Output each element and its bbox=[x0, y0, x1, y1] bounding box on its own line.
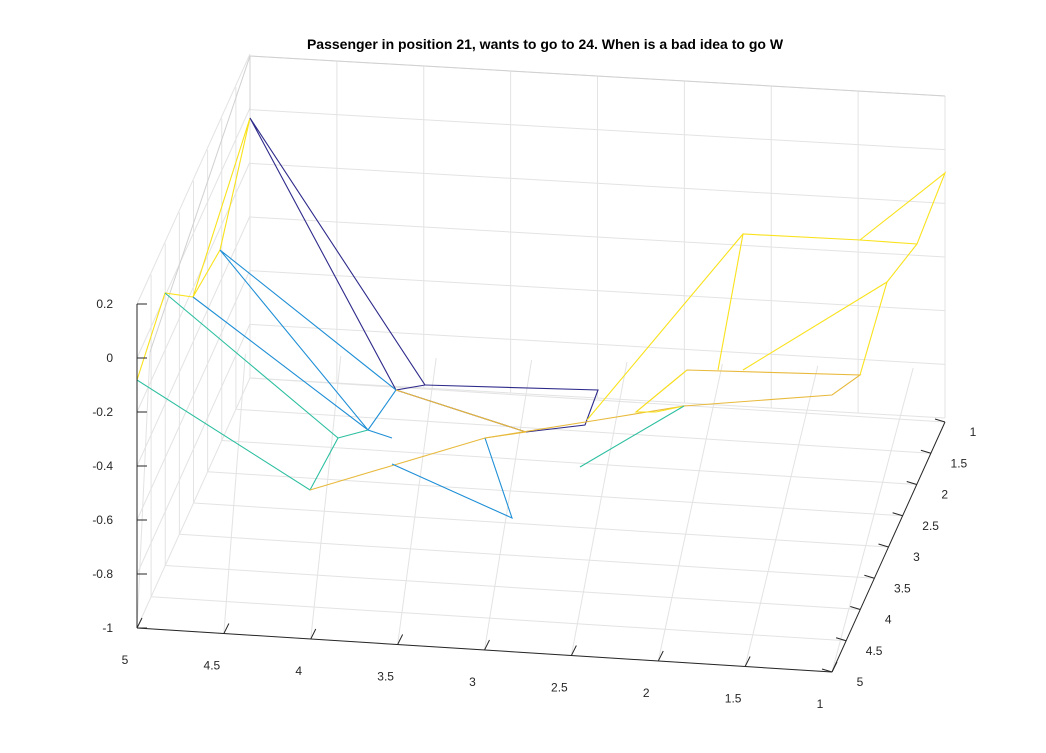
grid-line bbox=[310, 355, 342, 640]
surface-mesh bbox=[136, 117, 947, 520]
grid-line bbox=[249, 377, 946, 423]
axes bbox=[136, 304, 946, 673]
chart-title: Passenger in position 21, wants to go to… bbox=[307, 36, 784, 52]
y-tick-label: 1.5 bbox=[951, 456, 968, 470]
grid-line bbox=[657, 363, 723, 662]
y-ticks: 1 1.5 2 2.5 3 3.5 4 4.5 5 bbox=[821, 418, 977, 689]
grid-lines bbox=[136, 53, 946, 673]
mesh-line bbox=[249, 117, 426, 391]
y-tick-mark bbox=[892, 512, 903, 517]
x-tick-label: 3 bbox=[469, 675, 476, 689]
z-tick-label: -0.6 bbox=[92, 513, 113, 527]
y-tick-label: 3.5 bbox=[894, 581, 911, 595]
y-tick-label: 3 bbox=[913, 550, 920, 564]
y-tick-label: 2 bbox=[941, 488, 948, 502]
y-tick-label: 2.5 bbox=[922, 519, 939, 533]
grid-line bbox=[235, 408, 931, 454]
grid-line bbox=[136, 351, 151, 629]
mesh-line bbox=[395, 389, 527, 439]
x-tick-mark bbox=[831, 661, 838, 673]
x-tick-mark bbox=[570, 645, 577, 656]
y-tick-mark bbox=[920, 449, 932, 454]
y-tick-mark bbox=[821, 668, 833, 673]
grid-line bbox=[165, 565, 861, 610]
grid-line bbox=[151, 596, 847, 642]
x-tick-mark bbox=[484, 639, 490, 651]
y-tick-mark bbox=[878, 543, 889, 548]
z-ticks: 0.2 0 -0.2 -0.4 -0.6 -0.8 -1 bbox=[92, 297, 147, 635]
y-tick-mark bbox=[906, 481, 917, 485]
mesh-line bbox=[309, 369, 862, 491]
x-tick-mark bbox=[744, 656, 751, 667]
y-tick-label: 5 bbox=[857, 675, 864, 689]
x-tick-mark bbox=[310, 628, 317, 640]
y-tick-label: 4 bbox=[885, 613, 892, 627]
grid-line bbox=[570, 361, 628, 656]
grid-line bbox=[397, 357, 437, 645]
grid-line bbox=[193, 502, 889, 548]
z-tick-label: -0.2 bbox=[92, 405, 113, 419]
x-tick-label: 1.5 bbox=[725, 692, 742, 706]
z-tick-label: 0 bbox=[106, 351, 113, 365]
grid-line bbox=[744, 365, 819, 667]
grid-line bbox=[223, 353, 246, 634]
z-tick-label: 0.2 bbox=[96, 297, 113, 311]
y-tick-mark bbox=[864, 574, 875, 579]
mesh-line bbox=[859, 239, 918, 245]
x-tick-mark bbox=[223, 623, 230, 634]
x-tick-mark bbox=[397, 634, 404, 645]
z-tick-label: -1 bbox=[102, 621, 113, 635]
y-tick-mark bbox=[850, 606, 861, 610]
x-tick-label: 1 bbox=[817, 697, 824, 711]
mesh-line bbox=[579, 405, 685, 468]
x-tick-label: 3.5 bbox=[377, 670, 394, 684]
mesh-line bbox=[391, 437, 513, 520]
y-tick-mark bbox=[934, 418, 946, 423]
y-tick-label: 4.5 bbox=[866, 644, 883, 658]
grid-line bbox=[179, 533, 875, 579]
mesh-line bbox=[717, 233, 744, 371]
grid-line bbox=[136, 53, 251, 305]
mesh-line bbox=[742, 281, 888, 371]
z-tick-label: -0.4 bbox=[92, 459, 113, 473]
x-tick-label: 4.5 bbox=[204, 659, 221, 673]
x-tick-mark bbox=[657, 650, 664, 662]
x-tick-label: 5 bbox=[122, 653, 129, 667]
x-tick-label: 4 bbox=[295, 664, 302, 678]
mesh-line bbox=[136, 117, 251, 381]
mesh-line bbox=[136, 292, 339, 491]
grid-line bbox=[221, 440, 917, 485]
x-tick-label: 2 bbox=[643, 686, 650, 700]
back-panes bbox=[149, 55, 946, 353]
x-tick-label: 2.5 bbox=[551, 681, 568, 695]
z-tick-label: -0.8 bbox=[92, 567, 113, 581]
y-tick-label: 1 bbox=[970, 425, 977, 439]
mesh-line bbox=[586, 171, 947, 421]
y-tick-mark bbox=[835, 637, 847, 642]
mesh-line bbox=[634, 369, 688, 413]
x-tick-mark bbox=[136, 617, 143, 629]
mesh-line bbox=[337, 429, 369, 439]
x-ticks: 5 4.5 4 3.5 3 2.5 2 1.5 1 bbox=[122, 617, 838, 711]
grid-line bbox=[207, 471, 903, 517]
mesh-line bbox=[219, 249, 397, 431]
